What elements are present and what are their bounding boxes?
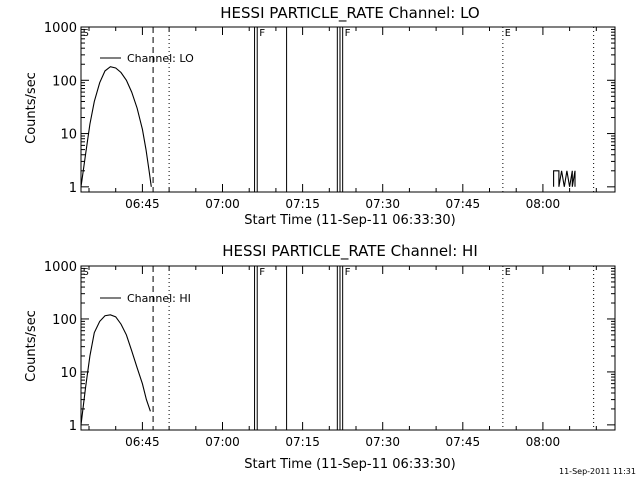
x-tick-label: 07:15 (285, 435, 320, 449)
legend-label: Channel: LO (127, 52, 194, 65)
y-tick-label: 100 (52, 74, 77, 89)
plot-area: 06:45 07:00 07:15 07:30 07:45 08:00 1 10 100 1000… (44, 260, 616, 449)
x-tick-label: 07:00 (205, 435, 240, 449)
chart-panel-hi: HESSI PARTICLE_RATE Channel: HI Counts/s… (24, 242, 616, 472)
flag-annotation: F (259, 28, 265, 39)
y-tick-label: 1 (69, 419, 77, 434)
plot-area: 06:45 07:00 07:15 07:30 07:45 08:00 1 10 100 1000… (44, 21, 616, 211)
chart-panel-lo: HESSI PARTICLE_RATE Channel: LO Counts/s… (24, 4, 616, 228)
footer-timestamp: 11-Sep-2011 11:31 (559, 467, 636, 476)
y-tick-label: 100 (52, 313, 77, 328)
y-tick-label: 1000 (44, 21, 77, 36)
flag-annotation: E (505, 28, 511, 39)
plot-frame (80, 26, 616, 193)
flag-annotation: S (83, 267, 89, 278)
legend-label: Channel: HI (127, 292, 191, 305)
series-line (80, 314, 151, 425)
x-axis-label: Start Time (11-Sep-11 06:33:30) (244, 457, 455, 472)
x-tick-label: 07:15 (285, 197, 320, 211)
x-tick-label: 06:45 (125, 435, 160, 449)
plot-frame (80, 265, 616, 431)
x-tick-label: 07:30 (365, 197, 400, 211)
x-tick-label: 07:00 (205, 197, 240, 211)
x-tick-label: 07:30 (365, 435, 400, 449)
flag-annotation: S (83, 28, 89, 39)
x-tick-label: 06:45 (125, 197, 160, 211)
x-tick-label: 08:00 (526, 435, 561, 449)
y-tick-label: 1000 (44, 260, 77, 275)
series-line (80, 66, 152, 187)
series-line (553, 170, 576, 187)
y-axis-label: Counts/sec (24, 72, 39, 144)
flag-annotation: E (505, 267, 511, 278)
x-tick-label: 07:45 (446, 197, 481, 211)
y-axis-label: Counts/sec (24, 310, 39, 382)
x-tick-label: 08:00 (526, 197, 561, 211)
x-tick-label: 07:45 (446, 435, 481, 449)
x-axis-label: Start Time (11-Sep-11 06:33:30) (244, 213, 455, 228)
flag-annotation: F (345, 267, 351, 278)
chart-title: HESSI PARTICLE_RATE Channel: HI (222, 242, 478, 261)
y-tick-label: 10 (60, 128, 77, 143)
y-tick-label: 1 (69, 181, 77, 196)
flag-annotation: F (259, 267, 265, 278)
flag-annotation: F (345, 28, 351, 39)
y-tick-label: 10 (60, 366, 77, 381)
chart-title: HESSI PARTICLE_RATE Channel: LO (220, 4, 479, 23)
